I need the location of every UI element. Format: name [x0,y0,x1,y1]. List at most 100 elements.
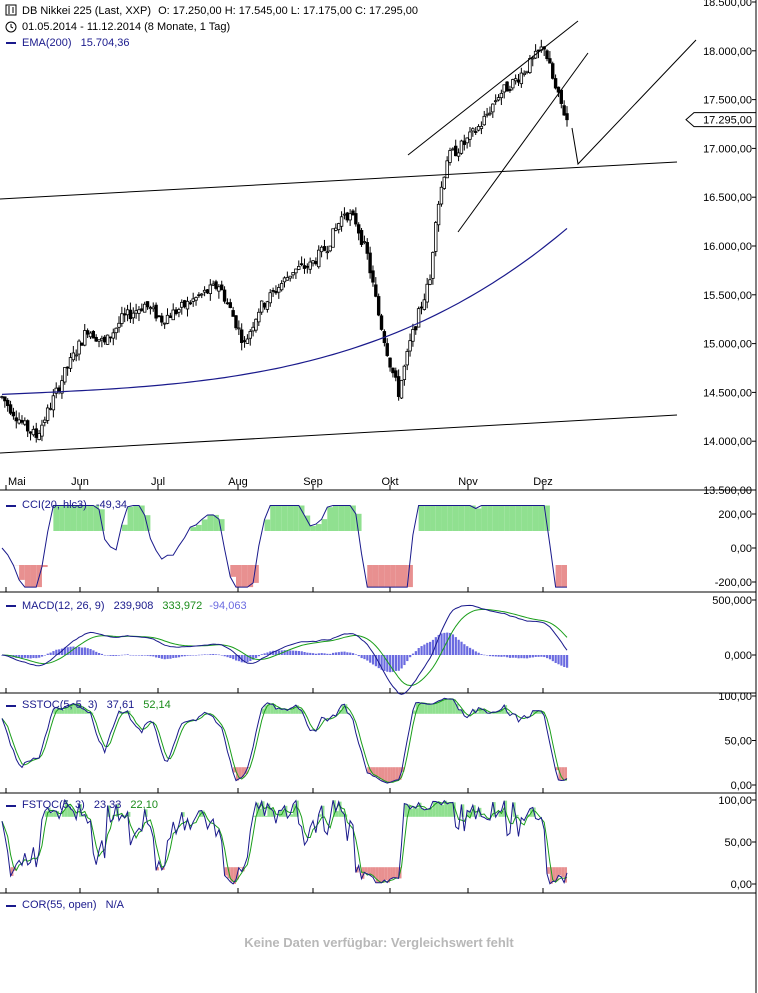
cci-overbought-fill [64,505,71,531]
candle-body [476,126,481,131]
macd-hist-bar [286,650,289,655]
fstoc-fills [10,800,567,884]
candle-body [294,268,298,274]
macd-hist-bar [29,655,32,659]
macd-hist-bar [548,655,552,660]
sstoc-oversold-fill [238,767,242,779]
candle-body [114,327,118,334]
macd-hist-bar [226,655,229,658]
candle-body [445,160,449,179]
fstoc-overbought-fill [335,811,339,817]
price-tick-label: 17.000,00 [703,143,752,155]
macd-hist-bar [277,650,280,655]
macd-hist-bar [132,655,135,656]
cci-overbought-fill [315,524,322,531]
candle-body [322,246,327,251]
macd-hist-bar [146,655,149,656]
macd-hist-bar [306,652,309,655]
macd-hist-bar [152,655,155,657]
macd-hist-bar [103,654,106,656]
cci-tick-label: 200,00 [718,509,752,521]
cci-overbought-fill [498,505,505,531]
candle-body [20,419,24,423]
macd-hist-bar [560,655,563,666]
sstoc-label: SSTOC(5, 5, 3) [22,699,98,711]
candle-body [142,303,147,313]
fstoc-overbought-fill [53,810,57,817]
macd-hist-bar [380,655,383,670]
candle-body [48,408,53,410]
candle-body [37,433,41,441]
candle-body [297,266,301,270]
candle-body [508,89,512,91]
instrument-label: DB Nikkei 225 (Last, XXP) [22,5,151,17]
candle-body [254,318,258,331]
macd-hist-bar [140,655,144,656]
sstoc-overbought-fill [298,708,302,714]
fstoc-overbought-fill [255,802,259,817]
macd-hist-bar [389,655,392,673]
macd-hist-bar [126,654,129,655]
macd-hist-bar [420,646,423,655]
cci-overbought-fill [99,509,105,531]
candle-body [100,337,104,341]
month-label: Okt [381,476,398,488]
macd-hist-bar [83,647,86,655]
macd-hist-bar [480,654,483,655]
macd-legend-swatch [6,605,16,607]
cci-overbought-fill [121,524,128,531]
macd-hist-bar [80,647,84,655]
macd-hist-bar [78,646,81,655]
cci-overbought-fill [275,505,282,531]
candle-body [291,272,295,276]
macd-hist-bar [115,655,118,656]
header-ema: EMA(200) 15.704,36 [22,37,130,49]
sstoc-overbought-fill [76,705,80,714]
candle-body [451,148,455,151]
candle-body [388,357,392,368]
candle-body [208,284,213,295]
candle-body [200,293,204,296]
macd-hist-bar [98,653,101,655]
cci-overbought-fill [327,507,334,531]
fstoc-overbought-fill [444,800,448,817]
cor-value: N/A [105,899,124,911]
cci-legend: CCI(20, hlc3) -49,34 [22,499,127,511]
candle-body [125,309,130,316]
cci-overbought-fill [81,505,88,531]
candle-body [242,340,247,342]
cci-legend-swatch [6,505,16,507]
candle-body [396,376,401,397]
macd-v3: -94,063 [209,600,247,612]
sstoc-oversold-fill [378,767,382,780]
cci-oversold-fill [247,565,254,588]
candle-body [308,261,312,270]
macd-hist-bar [551,655,554,662]
fstoc-overbought-fill [127,811,131,817]
month-label: Jul [151,476,165,488]
sstoc-v1: 37,61 [106,699,135,711]
macd-hist-bar [220,655,223,656]
sstoc-oversold-fill [555,767,559,771]
candle-body [456,152,461,157]
macd-hist-bar [149,655,152,657]
month-label: Dez [533,476,553,488]
candle-body [414,326,418,331]
macd-hist-bar [189,655,192,656]
macd-hist-bar [129,654,132,656]
sstoc-oversold-fill [390,767,393,783]
price-tick-label: 18.000,00 [703,46,752,58]
macd-hist-bar [454,637,457,655]
candle-body [134,310,138,314]
fstoc-overbought-fill [61,810,65,817]
sstoc-oversold-fill [564,767,567,781]
macd-hist-bar [195,655,198,656]
macd-hist-bar [309,652,312,655]
sstoc-overbought-fill [424,703,428,714]
sstoc-overbought-fill [430,704,433,714]
macd-hist-bar [409,655,412,658]
cci-oversold-fill [41,565,48,568]
fstoc-overbought-fill [341,811,345,817]
candle-body [128,309,133,320]
